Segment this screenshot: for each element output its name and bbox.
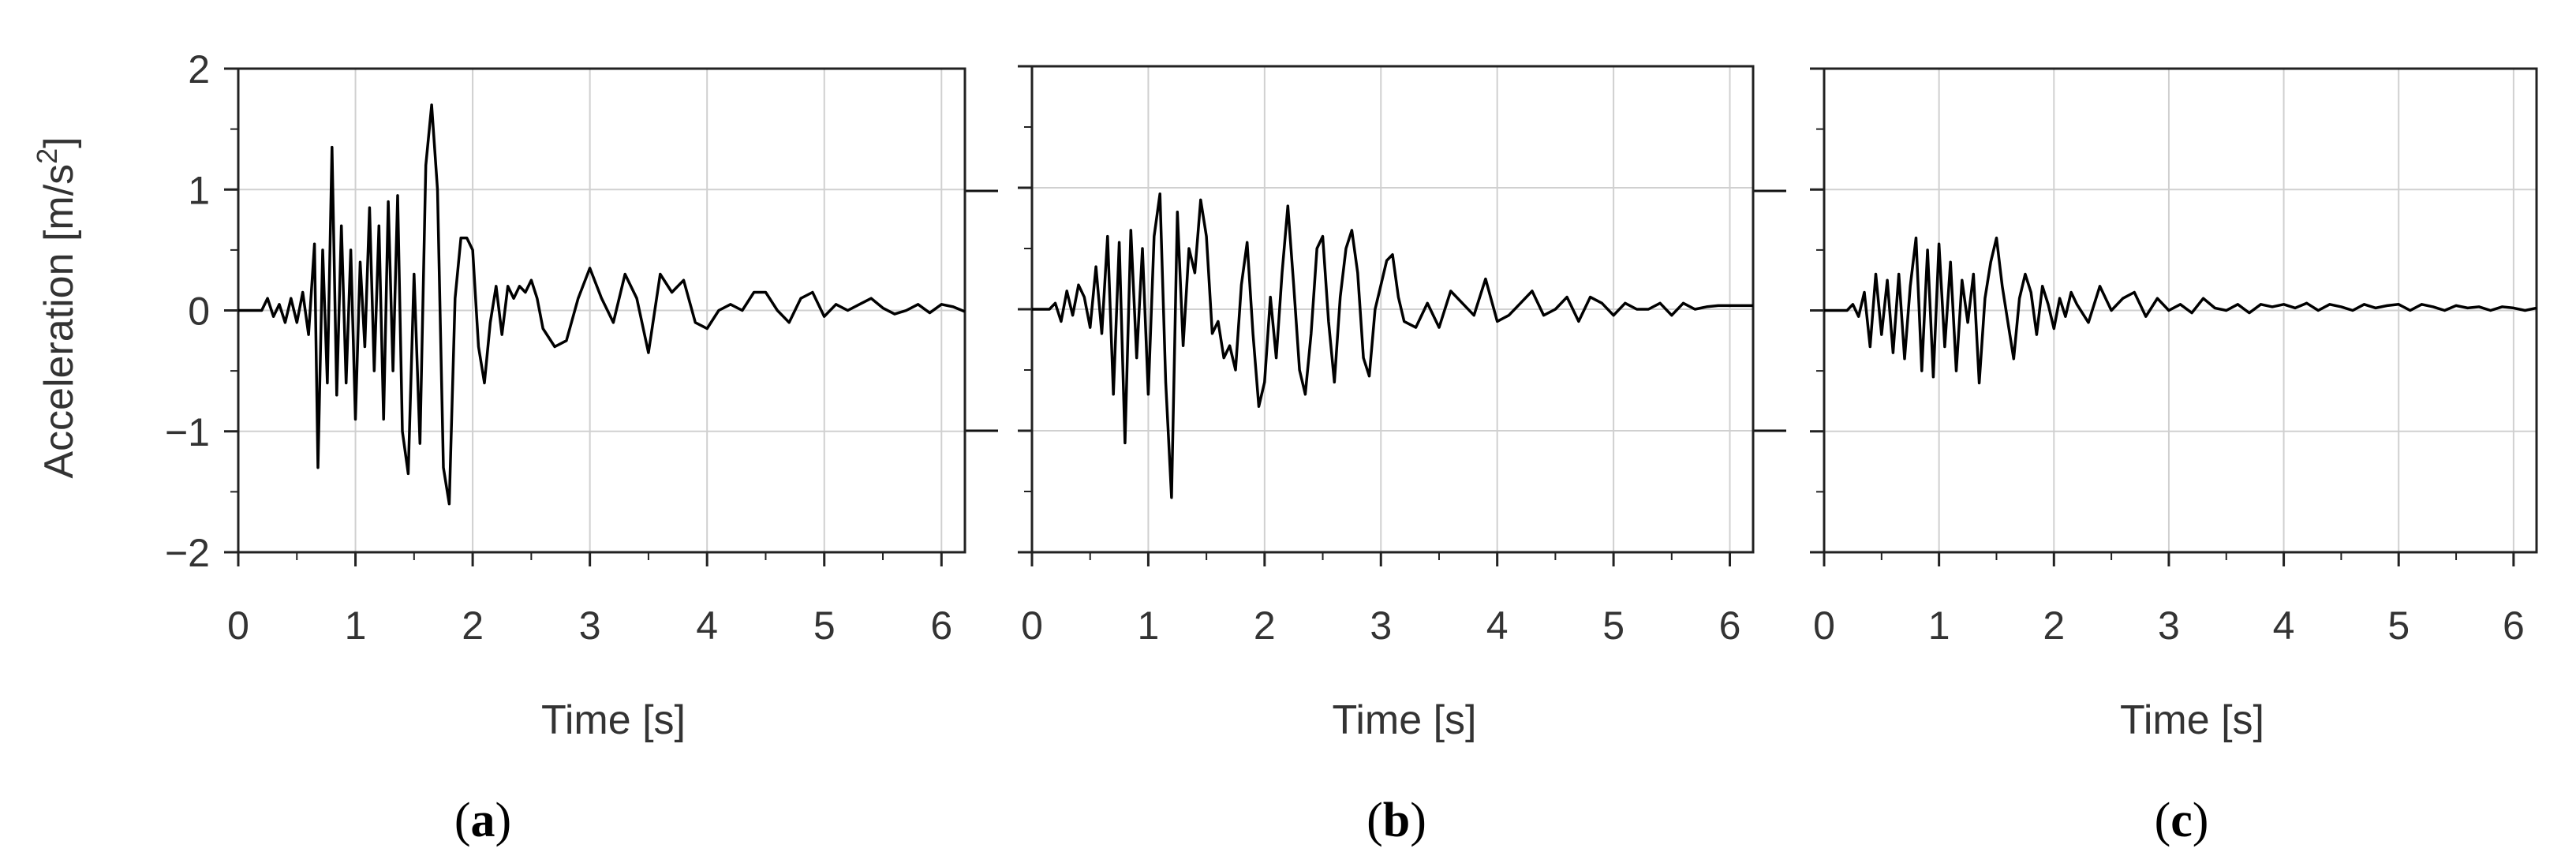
x-tick-label: 1 bbox=[1138, 604, 1160, 648]
x-tick-label: 3 bbox=[2158, 604, 2180, 648]
panels: 0 1 2 3 4 5 6 2 1 0 −1 −2 Time [s] (a) 0 1 2 3 4 5 6 Time [s]… bbox=[165, 47, 2538, 847]
panel-c: 0 1 2 3 4 5 6 Time [s] (c) bbox=[1810, 67, 2538, 847]
x-tick-label: 5 bbox=[813, 604, 836, 648]
y-tick-label: −1 bbox=[165, 410, 210, 454]
series-line bbox=[1824, 236, 2537, 385]
x-tick-label: 2 bbox=[2043, 604, 2065, 648]
x-tick-label: 0 bbox=[227, 604, 249, 648]
x-tick-label: 0 bbox=[1021, 604, 1043, 648]
x-tick-label: 4 bbox=[2273, 604, 2295, 648]
panel-label: (b) bbox=[1367, 794, 1426, 847]
x-tick-label: 1 bbox=[345, 604, 367, 648]
x-axis-title: Time [s] bbox=[541, 697, 686, 743]
x-tick-label: 0 bbox=[1813, 604, 1835, 648]
x-axis-title: Time [s] bbox=[2120, 697, 2264, 743]
y-axis-title: Acceleration [m/s2] bbox=[31, 136, 83, 478]
series-line bbox=[1032, 192, 1753, 499]
x-tick-label: 6 bbox=[930, 604, 952, 648]
x-axis-title: Time [s] bbox=[1333, 697, 1477, 743]
y-tick-label: 0 bbox=[188, 290, 210, 334]
x-tick-label: 3 bbox=[1370, 604, 1392, 648]
panel-label: (a) bbox=[454, 794, 511, 847]
x-tick-label: 3 bbox=[579, 604, 601, 648]
panel-b: 0 1 2 3 4 5 6 Time [s] (b) bbox=[1018, 65, 1755, 847]
x-tick-label: 4 bbox=[1486, 604, 1509, 648]
x-tick-label: 4 bbox=[696, 604, 718, 648]
x-tick-label: 5 bbox=[1602, 604, 1624, 648]
series-line bbox=[238, 103, 966, 506]
x-tick-label: 5 bbox=[2387, 604, 2410, 648]
x-tick-label: 2 bbox=[462, 604, 484, 648]
y-tick-label: −2 bbox=[165, 531, 210, 575]
y-tick-label: 2 bbox=[188, 47, 210, 92]
x-tick-label: 6 bbox=[1719, 604, 1741, 648]
x-tick-label: 2 bbox=[1254, 604, 1276, 648]
panel-a: 0 1 2 3 4 5 6 2 1 0 −1 −2 Time [s] (a) bbox=[165, 47, 966, 847]
x-tick-label: 6 bbox=[2503, 604, 2525, 648]
y-tick-label: 1 bbox=[188, 168, 210, 212]
x-tick-label: 1 bbox=[1928, 604, 1950, 648]
panel-label: (c) bbox=[2155, 794, 2209, 847]
